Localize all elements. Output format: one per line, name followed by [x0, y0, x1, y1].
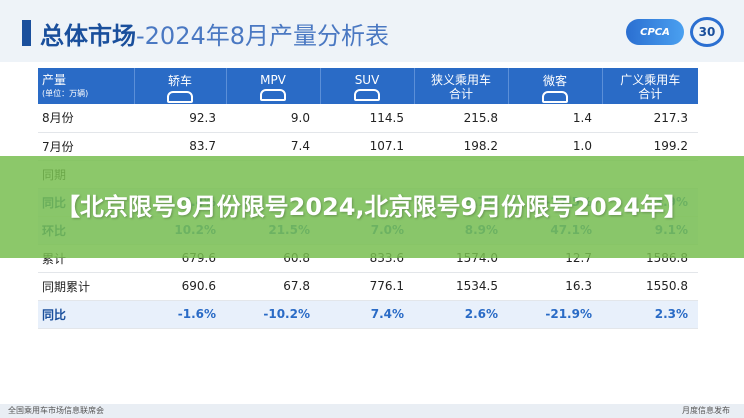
table-row: 7月份 83.7 7.4 107.1 198.2 1.0 199.2 — [38, 132, 698, 161]
column-header-narrow-total: 狭义乘用车 合计 — [414, 68, 509, 104]
table-cell: 1.0 — [508, 132, 602, 161]
table-cell: 7.4% — [320, 300, 414, 329]
table-cell: 114.5 — [320, 104, 414, 133]
column-header-suv: SUV — [320, 68, 415, 104]
column-header-sedan: 轿车 — [134, 68, 227, 104]
table-row: 8月份 92.3 9.0 114.5 215.8 1.4 217.3 — [38, 104, 698, 133]
footer-source: 全国乘用车市场信息联席会 — [8, 406, 104, 415]
sedan-icon — [167, 90, 193, 103]
unit-label: (单位：万辆) — [42, 89, 89, 98]
banner-text: 【北京限号9月份限号2024,北京限号9月份限号2024年】 — [55, 193, 689, 221]
anniversary-30-icon: 30 — [690, 17, 724, 47]
mpv-icon — [260, 89, 286, 101]
table-cell: 198.2 — [414, 132, 508, 161]
table-cell: 1534.5 — [414, 272, 508, 301]
table-cell: 1550.8 — [602, 272, 698, 301]
table-cell: 67.8 — [226, 272, 320, 301]
table-cell: 16.3 — [508, 272, 602, 301]
column-header-mpv: MPV — [226, 68, 321, 104]
table-row: 同期累计 690.6 67.8 776.1 1534.5 16.3 1550.8 — [38, 272, 698, 301]
row-label: 同比 — [38, 300, 134, 329]
title-prefix: 总体市场 — [40, 22, 136, 50]
row-label: 8月份 — [38, 104, 134, 133]
table-cell: 217.3 — [602, 104, 698, 133]
title-suffix: -2024年8月产量分析表 — [136, 22, 390, 50]
title-accent-bar — [22, 20, 31, 46]
table-row: 同比 -1.6% -10.2% 7.4% 2.6% -21.9% 2.3% — [38, 300, 698, 329]
cpca-logo: CPCA 30 — [614, 14, 724, 50]
header: 总体市场-2024年8月产量分析表 CPCA 30 — [0, 0, 744, 62]
table-cell: 690.6 — [134, 272, 226, 301]
table-cell: 92.3 — [134, 104, 226, 133]
footer-note: 月度信息发布 — [682, 406, 730, 415]
table-cell: 1.4 — [508, 104, 602, 133]
table-cell: -21.9% — [508, 300, 602, 329]
table-cell: 2.6% — [414, 300, 508, 329]
row-label: 7月份 — [38, 132, 134, 161]
table-cell: 9.0 — [226, 104, 320, 133]
suv-icon — [354, 89, 380, 101]
column-header-broad-total: 广义乘用车 合计 — [602, 68, 698, 104]
title-overlay-banner: 【北京限号9月份限号2024,北京限号9月份限号2024年】 — [0, 156, 744, 258]
column-header-output: 产量 (单位：万辆) — [38, 68, 135, 104]
table-cell: 83.7 — [134, 132, 226, 161]
table-cell: 7.4 — [226, 132, 320, 161]
minivan-icon — [542, 90, 568, 103]
row-label: 同期累计 — [38, 272, 134, 301]
table-header-row: 产量 (单位：万辆) 轿车 MPV SUV 狭义乘用车 合计 微客 — [38, 68, 698, 104]
table-cell: 2.3% — [602, 300, 698, 329]
table-cell: -1.6% — [134, 300, 226, 329]
page-title: 总体市场-2024年8月产量分析表 — [40, 16, 389, 51]
cpca-logo-icon: CPCA — [626, 19, 684, 45]
table-cell: -10.2% — [226, 300, 320, 329]
table-cell: 776.1 — [320, 272, 414, 301]
column-header-minivan: 微客 — [508, 68, 603, 104]
footer: 全国乘用车市场信息联席会 月度信息发布 — [0, 404, 744, 418]
table-cell: 215.8 — [414, 104, 508, 133]
